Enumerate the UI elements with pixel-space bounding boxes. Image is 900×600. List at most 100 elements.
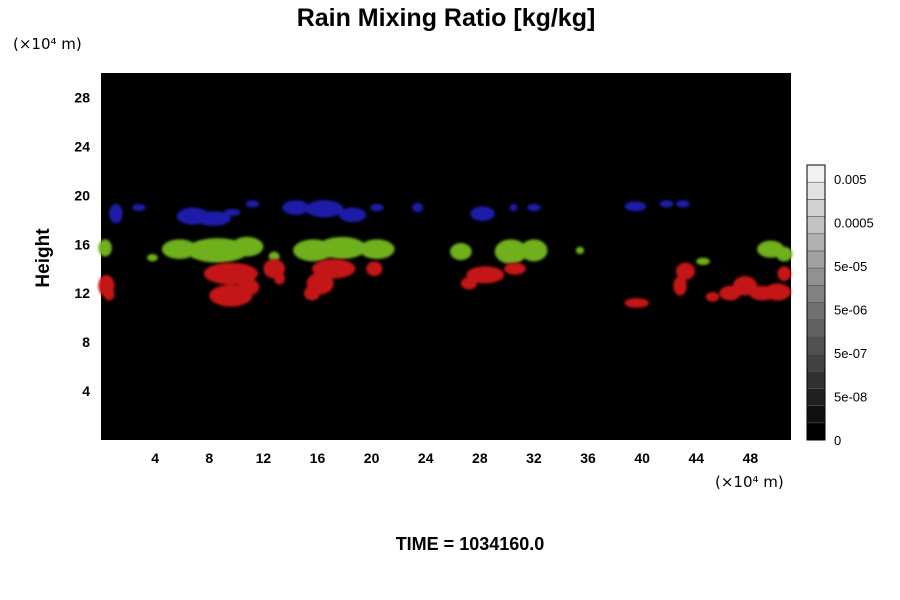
x-tick-label: 8 bbox=[205, 450, 213, 466]
blue-blob-4 bbox=[224, 208, 241, 217]
colorbar-level-6 bbox=[806, 319, 826, 338]
red-blob-1 bbox=[103, 288, 115, 301]
green-blob-4 bbox=[230, 236, 264, 257]
blue-blob-0 bbox=[109, 203, 123, 224]
green-blob-15 bbox=[776, 246, 793, 262]
red-blob-15 bbox=[676, 262, 695, 280]
x-tick-labels: 4 8 12 16 20 24 28 32 36 40 44 48 bbox=[151, 450, 758, 466]
green-blob-5 bbox=[268, 251, 280, 262]
colorbar-level-3 bbox=[806, 370, 826, 389]
blue-blob-1 bbox=[132, 203, 146, 212]
green-blob-8 bbox=[359, 239, 395, 259]
red-blob-14 bbox=[624, 298, 649, 308]
blue-blob-12 bbox=[509, 203, 518, 212]
colorbar-level-10 bbox=[806, 250, 826, 269]
y-axis-unit: (×10⁴ m) bbox=[13, 35, 82, 53]
blue-blob-11 bbox=[470, 206, 495, 222]
colorbar-label: 0 bbox=[834, 433, 841, 448]
rain-regions bbox=[98, 200, 793, 308]
colorbar-level-15 bbox=[806, 164, 826, 183]
blue-blob-13 bbox=[527, 203, 541, 212]
colorbar-label: 0.0005 bbox=[834, 216, 874, 231]
blue-blob-8 bbox=[339, 207, 367, 223]
x-tick-label: 36 bbox=[580, 450, 596, 466]
chart-title: Rain Mixing Ratio [kg/kg] bbox=[297, 4, 596, 32]
blue-blob-5 bbox=[245, 200, 260, 208]
blue-blob-15 bbox=[659, 200, 674, 208]
x-tick-label: 28 bbox=[472, 450, 488, 466]
y-tick-label: 16 bbox=[74, 236, 90, 252]
colorbar-level-14 bbox=[806, 181, 826, 200]
red-blob-17 bbox=[705, 291, 720, 302]
x-tick-label: 20 bbox=[364, 450, 380, 466]
blue-blob-10 bbox=[412, 202, 423, 213]
y-tick-label: 4 bbox=[82, 383, 90, 399]
green-blob-10 bbox=[494, 239, 528, 264]
y-tick-label: 24 bbox=[74, 138, 90, 154]
colorbar-label: 0.005 bbox=[834, 172, 867, 187]
red-blob-4 bbox=[237, 278, 260, 296]
green-blob-9 bbox=[450, 243, 472, 261]
green-blob-7 bbox=[317, 236, 367, 259]
y-tick-labels: 4 8 12 16 20 24 28 bbox=[74, 89, 90, 399]
green-region bbox=[98, 236, 793, 266]
blue-blob-9 bbox=[370, 203, 384, 212]
blue-blob-7 bbox=[305, 200, 344, 218]
colorbar-level-5 bbox=[806, 336, 826, 355]
colorbar-level-7 bbox=[806, 302, 826, 320]
x-axis-unit: (×10⁴ m) bbox=[715, 473, 784, 491]
colorbar-label: 5e-06 bbox=[834, 303, 867, 318]
red-blob-13 bbox=[504, 262, 526, 275]
x-tick-label: 4 bbox=[151, 450, 159, 466]
time-label: TIME = 1034160.0 bbox=[396, 534, 545, 554]
blue-blob-14 bbox=[624, 201, 647, 212]
red-blob-10 bbox=[366, 261, 383, 277]
y-tick-label: 28 bbox=[74, 89, 90, 105]
colorbar-label: 5e-07 bbox=[834, 346, 867, 361]
colorbar-labels: 0.005 0.0005 5e-05 5e-06 5e-07 5e-08 0 bbox=[834, 172, 874, 448]
colorbar-frame bbox=[806, 164, 826, 441]
blue-region bbox=[109, 200, 690, 226]
x-tick-label: 16 bbox=[310, 450, 326, 466]
red-blob-6 bbox=[274, 272, 285, 285]
blue-blob-16 bbox=[676, 200, 690, 208]
x-tick-label: 44 bbox=[689, 450, 705, 466]
x-tick-label: 40 bbox=[634, 450, 650, 466]
red-blob-12 bbox=[460, 277, 478, 290]
colorbar-level-9 bbox=[806, 267, 826, 286]
red-region bbox=[98, 258, 791, 308]
red-blob-2 bbox=[203, 262, 258, 285]
red-blob-9 bbox=[303, 285, 321, 301]
green-blob-0 bbox=[98, 239, 112, 257]
colorbar-level-13 bbox=[806, 199, 826, 217]
x-tick-label: 24 bbox=[418, 450, 434, 466]
blue-blob-3 bbox=[195, 211, 231, 226]
colorbar bbox=[806, 164, 826, 441]
red-blob-21 bbox=[763, 283, 791, 301]
y-tick-label: 12 bbox=[74, 285, 90, 301]
x-tick-label: 32 bbox=[526, 450, 542, 466]
y-axis-label: Height bbox=[33, 228, 54, 288]
green-blob-13 bbox=[696, 257, 710, 266]
colorbar-level-12 bbox=[806, 216, 826, 235]
y-tick-label: 20 bbox=[74, 187, 90, 203]
colorbar-level-4 bbox=[806, 353, 826, 372]
red-blob-16 bbox=[673, 276, 687, 296]
x-tick-label: 48 bbox=[743, 450, 759, 466]
green-blob-1 bbox=[147, 254, 158, 262]
red-blob-22 bbox=[777, 266, 791, 281]
colorbar-label: 5e-08 bbox=[834, 390, 867, 405]
colorbar-level-0 bbox=[806, 422, 826, 441]
red-blob-11 bbox=[466, 266, 505, 284]
colorbar-level-8 bbox=[806, 285, 826, 303]
colorbar-level-1 bbox=[806, 405, 826, 424]
green-blob-12 bbox=[575, 246, 584, 255]
colorbar-label: 5e-05 bbox=[834, 259, 867, 274]
colorbar-level-2 bbox=[806, 388, 826, 406]
x-tick-label: 12 bbox=[256, 450, 272, 466]
colorbar-level-11 bbox=[806, 233, 826, 252]
blue-blob-6 bbox=[282, 200, 310, 215]
y-tick-label: 8 bbox=[82, 334, 90, 350]
green-blob-11 bbox=[520, 239, 548, 262]
